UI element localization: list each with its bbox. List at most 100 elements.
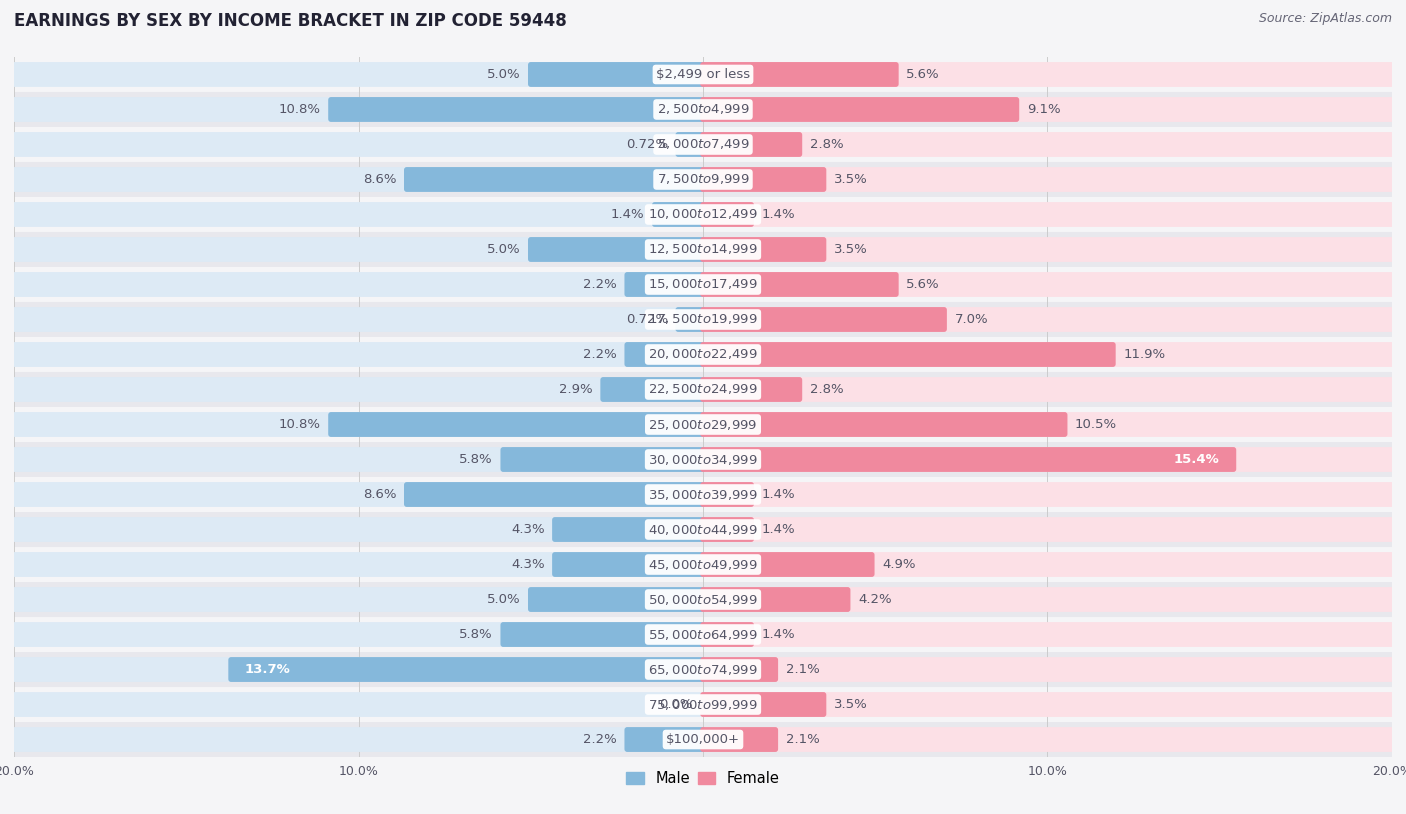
FancyBboxPatch shape	[700, 447, 1236, 472]
FancyBboxPatch shape	[700, 97, 1395, 122]
FancyBboxPatch shape	[529, 62, 706, 87]
Text: $100,000+: $100,000+	[666, 733, 740, 746]
FancyBboxPatch shape	[675, 132, 706, 157]
FancyBboxPatch shape	[501, 622, 706, 647]
Text: 8.6%: 8.6%	[363, 488, 396, 501]
FancyBboxPatch shape	[700, 62, 1395, 87]
Text: $35,000 to $39,999: $35,000 to $39,999	[648, 488, 758, 501]
FancyBboxPatch shape	[11, 237, 706, 262]
Text: 1.4%: 1.4%	[762, 208, 796, 221]
FancyBboxPatch shape	[14, 232, 1392, 267]
FancyBboxPatch shape	[700, 622, 754, 647]
FancyBboxPatch shape	[700, 412, 1067, 437]
Text: $22,500 to $24,999: $22,500 to $24,999	[648, 383, 758, 396]
FancyBboxPatch shape	[14, 442, 1392, 477]
FancyBboxPatch shape	[700, 727, 778, 752]
FancyBboxPatch shape	[14, 197, 1392, 232]
FancyBboxPatch shape	[11, 517, 706, 542]
Text: 5.0%: 5.0%	[486, 68, 520, 81]
FancyBboxPatch shape	[529, 237, 706, 262]
FancyBboxPatch shape	[11, 202, 706, 227]
FancyBboxPatch shape	[11, 552, 706, 577]
Text: 1.4%: 1.4%	[762, 523, 796, 536]
FancyBboxPatch shape	[700, 657, 778, 682]
Text: $40,000 to $44,999: $40,000 to $44,999	[648, 523, 758, 536]
Text: 1.4%: 1.4%	[762, 488, 796, 501]
FancyBboxPatch shape	[14, 372, 1392, 407]
Text: $30,000 to $34,999: $30,000 to $34,999	[648, 453, 758, 466]
Text: $25,000 to $29,999: $25,000 to $29,999	[648, 418, 758, 431]
Text: 1.4%: 1.4%	[610, 208, 644, 221]
FancyBboxPatch shape	[700, 517, 754, 542]
FancyBboxPatch shape	[624, 727, 706, 752]
FancyBboxPatch shape	[14, 512, 1392, 547]
FancyBboxPatch shape	[14, 582, 1392, 617]
Text: 2.8%: 2.8%	[810, 383, 844, 396]
Text: 4.3%: 4.3%	[510, 558, 544, 571]
FancyBboxPatch shape	[11, 587, 706, 612]
FancyBboxPatch shape	[11, 62, 706, 87]
FancyBboxPatch shape	[11, 482, 706, 507]
FancyBboxPatch shape	[700, 62, 898, 87]
Text: 5.0%: 5.0%	[486, 593, 520, 606]
FancyBboxPatch shape	[14, 547, 1392, 582]
FancyBboxPatch shape	[700, 587, 851, 612]
Legend: Male, Female: Male, Female	[620, 765, 786, 792]
FancyBboxPatch shape	[700, 657, 1395, 682]
Text: 11.9%: 11.9%	[1123, 348, 1166, 361]
Text: 1.4%: 1.4%	[762, 628, 796, 641]
Text: 5.0%: 5.0%	[486, 243, 520, 256]
Text: $45,000 to $49,999: $45,000 to $49,999	[648, 558, 758, 571]
FancyBboxPatch shape	[501, 447, 706, 472]
FancyBboxPatch shape	[700, 342, 1395, 367]
FancyBboxPatch shape	[700, 727, 1395, 752]
Text: 9.1%: 9.1%	[1026, 103, 1060, 116]
FancyBboxPatch shape	[675, 307, 706, 332]
FancyBboxPatch shape	[14, 92, 1392, 127]
FancyBboxPatch shape	[700, 202, 754, 227]
FancyBboxPatch shape	[529, 587, 706, 612]
FancyBboxPatch shape	[14, 337, 1392, 372]
FancyBboxPatch shape	[700, 622, 1395, 647]
FancyBboxPatch shape	[700, 342, 1116, 367]
FancyBboxPatch shape	[14, 652, 1392, 687]
FancyBboxPatch shape	[700, 167, 827, 192]
FancyBboxPatch shape	[700, 412, 1395, 437]
FancyBboxPatch shape	[14, 302, 1392, 337]
FancyBboxPatch shape	[624, 272, 706, 297]
FancyBboxPatch shape	[700, 482, 754, 507]
FancyBboxPatch shape	[14, 722, 1392, 757]
FancyBboxPatch shape	[11, 377, 706, 402]
FancyBboxPatch shape	[700, 692, 1395, 717]
Text: 2.2%: 2.2%	[583, 348, 617, 361]
FancyBboxPatch shape	[700, 132, 1395, 157]
Text: 2.9%: 2.9%	[560, 383, 593, 396]
Text: 4.2%: 4.2%	[858, 593, 891, 606]
FancyBboxPatch shape	[700, 692, 827, 717]
FancyBboxPatch shape	[700, 377, 803, 402]
FancyBboxPatch shape	[11, 307, 706, 332]
Text: 2.2%: 2.2%	[583, 733, 617, 746]
Text: 3.5%: 3.5%	[834, 243, 868, 256]
FancyBboxPatch shape	[14, 687, 1392, 722]
FancyBboxPatch shape	[14, 57, 1392, 92]
FancyBboxPatch shape	[11, 727, 706, 752]
Text: $75,000 to $99,999: $75,000 to $99,999	[648, 698, 758, 711]
FancyBboxPatch shape	[700, 97, 1019, 122]
FancyBboxPatch shape	[700, 202, 1395, 227]
Text: 2.1%: 2.1%	[786, 663, 820, 676]
FancyBboxPatch shape	[328, 97, 706, 122]
FancyBboxPatch shape	[600, 377, 706, 402]
FancyBboxPatch shape	[11, 342, 706, 367]
FancyBboxPatch shape	[700, 482, 1395, 507]
Text: 2.8%: 2.8%	[810, 138, 844, 151]
FancyBboxPatch shape	[700, 237, 827, 262]
Text: 0.72%: 0.72%	[626, 138, 668, 151]
Text: 3.5%: 3.5%	[834, 698, 868, 711]
Text: $2,500 to $4,999: $2,500 to $4,999	[657, 103, 749, 116]
FancyBboxPatch shape	[14, 162, 1392, 197]
FancyBboxPatch shape	[700, 167, 1395, 192]
Text: $50,000 to $54,999: $50,000 to $54,999	[648, 593, 758, 606]
Text: 4.9%: 4.9%	[882, 558, 915, 571]
FancyBboxPatch shape	[11, 657, 706, 682]
